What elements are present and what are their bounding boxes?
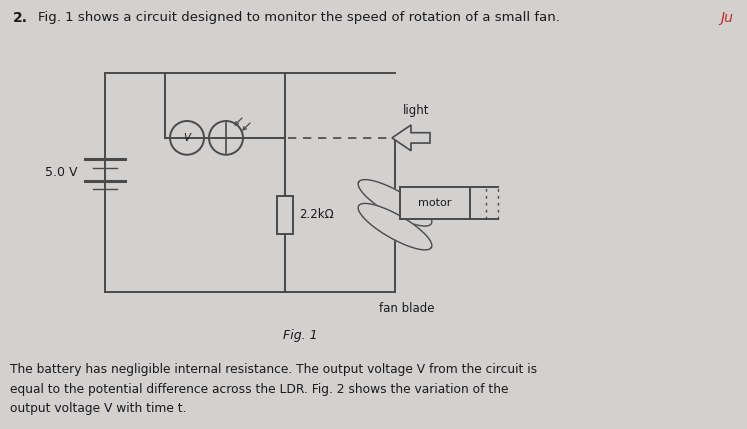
Text: motor: motor (418, 198, 452, 208)
Text: light: light (403, 104, 430, 117)
Text: The battery has negligible internal resistance. The output voltage V from the ci: The battery has negligible internal resi… (10, 363, 537, 415)
Text: 5.0 V: 5.0 V (45, 166, 78, 179)
Polygon shape (358, 203, 432, 250)
Text: Ju: Ju (720, 11, 733, 25)
Bar (277, 196, 293, 233)
Polygon shape (358, 180, 432, 226)
Text: 2.2kΩ: 2.2kΩ (299, 208, 334, 221)
Text: fan blade: fan blade (379, 302, 435, 314)
Text: Fig. 1: Fig. 1 (282, 329, 317, 342)
Text: Fig. 1 shows a circuit designed to monitor the speed of rotation of a small fan.: Fig. 1 shows a circuit designed to monit… (38, 11, 560, 24)
Text: 2.: 2. (13, 11, 28, 25)
Polygon shape (392, 125, 430, 151)
Text: V: V (184, 133, 190, 143)
Bar (400, 187, 470, 219)
